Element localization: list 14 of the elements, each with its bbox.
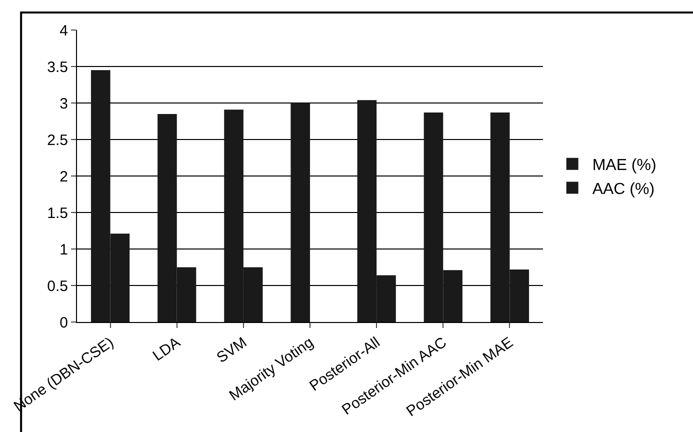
y-tick-label: 2 [60,168,68,186]
y-tick-label: 3.5 [47,58,68,76]
y-tick-label: 1.5 [47,204,68,222]
legend-label: MAE (%) [592,157,656,174]
y-tick-label: 0.5 [47,278,68,295]
y-tick-label: 0 [60,314,68,332]
legend-label: AAC (%) [592,180,655,198]
y-tick-label: 3 [60,95,68,112]
x-tick-label: LDA [150,334,184,365]
y-tick-label: 2.5 [47,132,68,149]
y-tick-label: 1 [60,241,68,258]
y-tick-label: 4 [60,22,68,40]
x-tick-label: SVM [214,334,250,367]
bar [290,103,310,322]
